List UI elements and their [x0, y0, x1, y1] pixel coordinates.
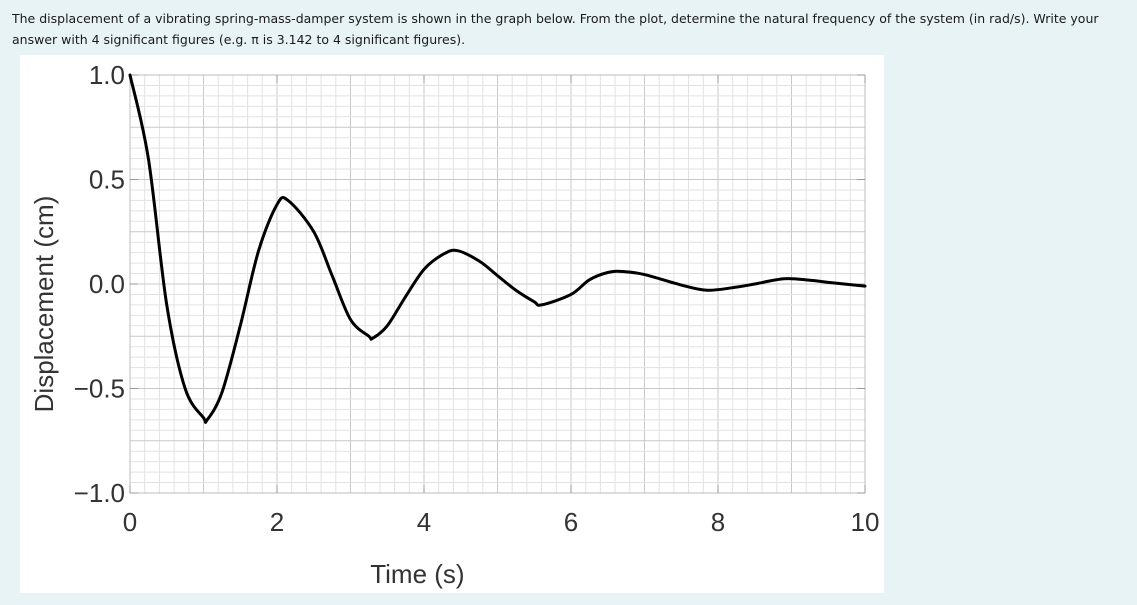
y-tick-label: 1.0 — [89, 60, 125, 90]
displacement-chart: 0 2 4 6 8 10 1.0 0.5 0.0 −0.5 −1.0 Time (s) Displ… — [29, 60, 880, 589]
question-text: The displacement of a vibrating spring-m… — [12, 11, 1099, 47]
plot-panel: 0 2 4 6 8 10 1.0 0.5 0.0 −0.5 −1.0 Time (s) Displ… — [20, 55, 884, 593]
x-tick-label: 4 — [417, 507, 431, 537]
x-tick-label: 0 — [123, 507, 137, 537]
x-axis-title: Time (s) — [370, 559, 464, 589]
x-tick-label: 10 — [851, 507, 880, 537]
y-tick-label: 0.0 — [89, 269, 125, 299]
x-tick-label: 6 — [564, 507, 578, 537]
y-tick-label: −1.0 — [74, 478, 125, 508]
grid — [129, 74, 866, 494]
x-tick-labels: 0 2 4 6 8 10 — [123, 507, 880, 537]
y-tick-labels: 1.0 0.5 0.0 −0.5 −1.0 — [74, 60, 125, 508]
y-tick-label: 0.5 — [89, 165, 125, 195]
y-tick-label: −0.5 — [74, 374, 125, 404]
displacement-curve — [128, 73, 867, 424]
x-tick-label: 2 — [270, 507, 284, 537]
y-axis-title: Displacement (cm) — [29, 196, 59, 413]
x-tick-label: 8 — [711, 507, 725, 537]
